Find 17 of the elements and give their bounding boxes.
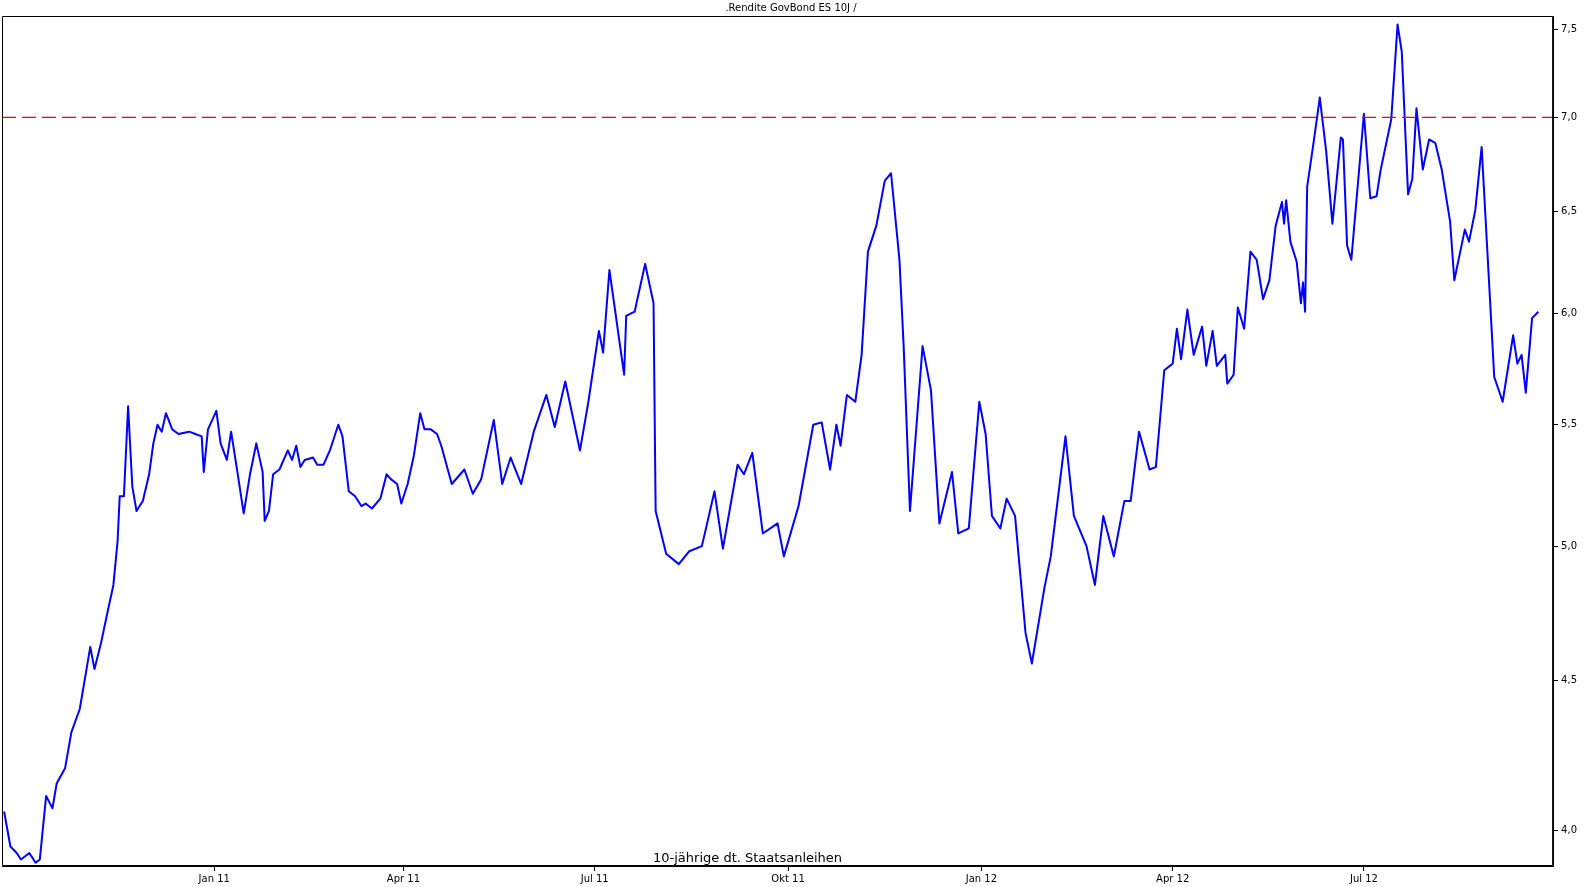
chart-title: .Rendite GovBond ES 10J / (725, 1, 858, 13)
x-tick-label: Jul 12 (1348, 872, 1378, 884)
x-tick-label: Jul 11 (579, 872, 609, 884)
x-tick-label: Okt 11 (771, 872, 805, 884)
annotation: 10-jährige dt. Staatsanleihen (653, 849, 843, 865)
y-tick-label: 7,5 (1561, 23, 1577, 35)
x-tick-label: Apr 12 (1156, 872, 1190, 884)
y-tick-label: 4,0 (1561, 824, 1577, 836)
y-tick-label: 4,5 (1561, 673, 1577, 685)
x-tick-label: Apr 11 (386, 872, 421, 884)
y-tick-label: 5,5 (1561, 418, 1577, 430)
y-tick-label: 6,5 (1561, 205, 1577, 217)
x-tick-label: Jan 12 (964, 872, 998, 884)
y-tick-label: 7,0 (1561, 111, 1577, 123)
y-tick-label: 6,0 (1561, 307, 1577, 319)
y-tick-label: 5,0 (1561, 539, 1577, 551)
x-tick-label: Jan 11 (197, 872, 230, 884)
